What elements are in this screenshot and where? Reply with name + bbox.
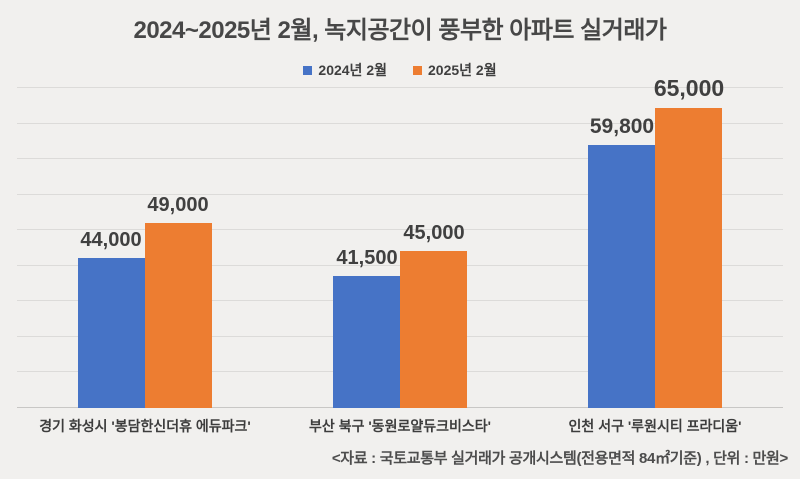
value-label: 45,000 xyxy=(403,222,465,244)
category-label: 인천 서구 '루원시티 프라디움' xyxy=(568,418,742,434)
plot-area: 44,000 49,000 41,500 45,000 59,800 65,000 xyxy=(17,77,783,408)
chart-legend: 2024년 2월 2025년 2월 xyxy=(0,60,800,80)
value-label: 49,000 xyxy=(147,194,209,216)
bar-2024-feb xyxy=(78,258,145,408)
bar-2024-feb xyxy=(588,145,655,408)
legend-label-2025-feb: 2025년 2월 xyxy=(428,62,497,78)
legend-item-2024-feb: 2024년 2월 xyxy=(303,60,387,80)
legend-swatch-2024-icon xyxy=(303,65,313,75)
legend-item-2025-feb: 2025년 2월 xyxy=(413,60,497,80)
gridline xyxy=(17,229,783,230)
gridline xyxy=(17,123,783,124)
gridline xyxy=(17,87,783,88)
chart-title: 2024~2025년 2월, 녹지공간이 풍부한 아파트 실거래가 xyxy=(133,17,667,44)
legend-swatch-2025-icon xyxy=(413,65,422,75)
bar-2025-feb xyxy=(655,108,722,408)
value-label: 44,000 xyxy=(80,229,142,251)
gridline xyxy=(17,158,783,159)
value-label: 59,800 xyxy=(589,115,655,138)
category-label: 경기 화성시 '봉담한신더휴 에듀파크' xyxy=(39,418,251,434)
value-label: 41,500 xyxy=(336,247,398,269)
bar-2025-feb xyxy=(145,223,212,408)
legend-label-2024-feb: 2024년 2월 xyxy=(318,62,387,78)
bar-2025-feb xyxy=(400,251,467,408)
gridline xyxy=(17,194,783,195)
category-label: 부산 북구 '동원로얄듀크비스타' xyxy=(309,418,491,434)
value-label: 65,000 xyxy=(653,75,725,101)
source-note: <자료 : 국토교통부 실거래가 공개시스템(전용면적 84㎡기준) , 단위 … xyxy=(331,450,788,467)
bar-2024-feb xyxy=(333,276,400,408)
